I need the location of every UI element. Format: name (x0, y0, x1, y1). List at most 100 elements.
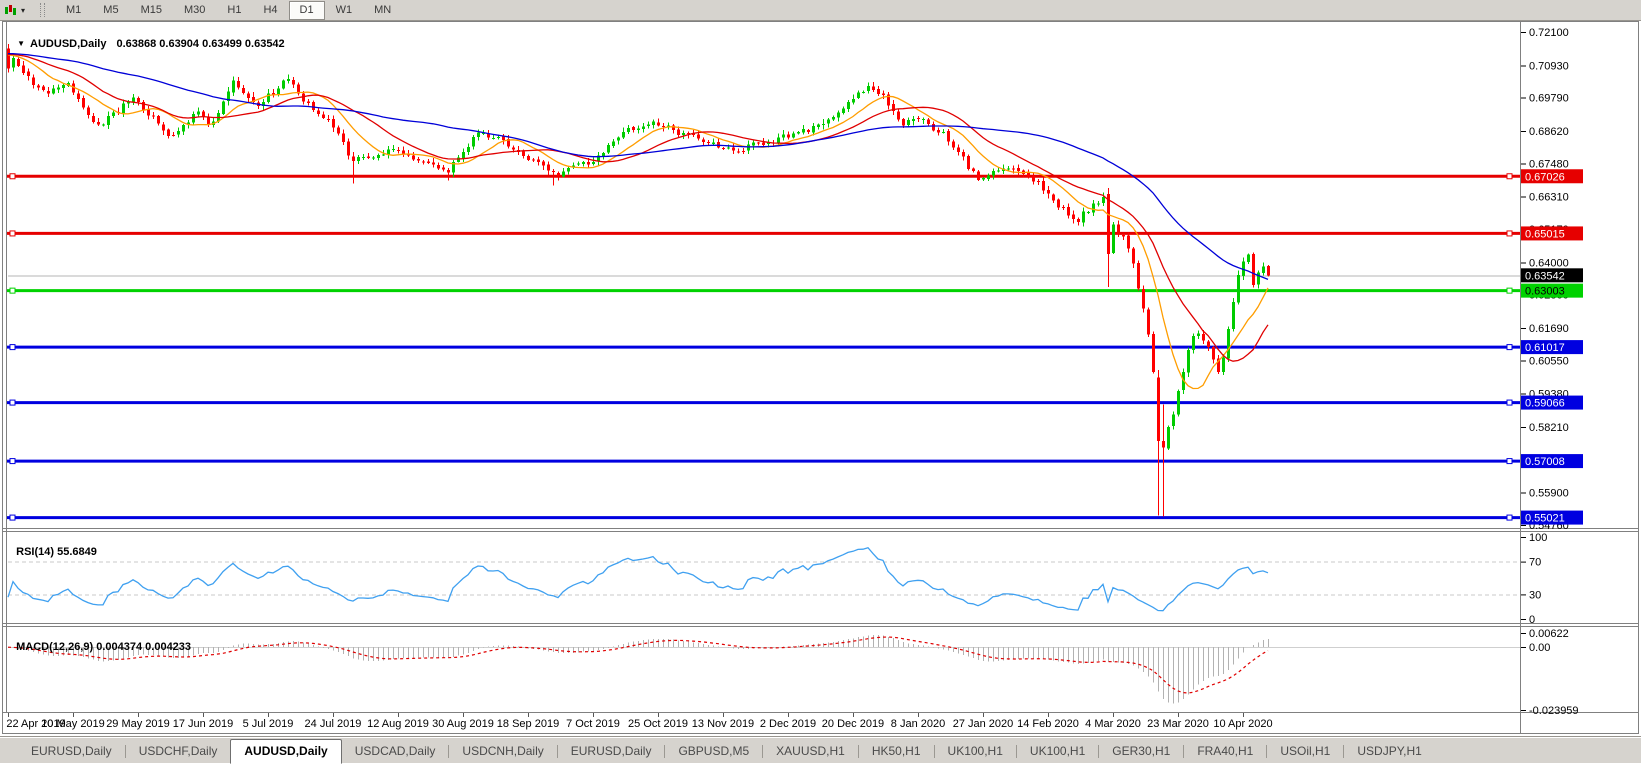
date-tick-label: 5 Jul 2019 (243, 718, 294, 730)
macd-tick-label: -0.023959 (1529, 705, 1579, 717)
chart-tab-audusd-daily[interactable]: AUDUSD,Daily (230, 739, 342, 764)
level-price-label: 0.67026 (1525, 171, 1565, 183)
chart-dropdown-icon: ▼ (17, 39, 26, 48)
rsi-tick-label: 30 (1529, 589, 1541, 601)
date-tick-label: 14 Feb 2020 (1017, 718, 1079, 730)
date-tick-label: 27 Jan 2020 (953, 718, 1014, 730)
level-price-box (1521, 226, 1583, 241)
price-tick-label: 0.60550 (1529, 355, 1569, 367)
chart-tab-xauusd-h1[interactable]: XAUUSD,H1 (776, 744, 845, 758)
level-line-handle (9, 514, 16, 521)
timeframe-button-m30[interactable]: M30 (183, 3, 206, 16)
chart-tab-hk50-h1[interactable]: HK50,H1 (871, 744, 921, 758)
date-tick-label: 23 Mar 2020 (1147, 718, 1209, 730)
macd-tick-label: 0.00622 (1529, 628, 1569, 640)
level-price-box (1521, 283, 1583, 298)
chart-tab-usdchf-daily[interactable]: USDCHF,Daily (138, 744, 218, 758)
chart-tab-uk100-h1[interactable]: UK100,H1 (947, 744, 1003, 758)
pane-borders (3, 22, 1638, 733)
date-tick-label: 2 Dec 2019 (760, 718, 816, 730)
timeframe-button-group: M1 M5 M15 M30 H1 H4 D1 W1 MN (55, 0, 402, 20)
candlestick-chart-icon (5, 4, 16, 15)
timeframe-button-mn[interactable]: MN (374, 3, 392, 16)
rsi-indicator-label: RSI(14) 55.6849 (10, 534, 97, 558)
tab-divider (762, 745, 764, 758)
price-tick-label: 0.55900 (1529, 488, 1569, 500)
rsi-tick-label: 70 (1529, 557, 1541, 569)
date-tick-label: 30 Aug 2019 (432, 718, 494, 730)
chart-tab-eurusd-daily[interactable]: EURUSD,Daily (570, 744, 652, 758)
price-axis: 0.72100 0.70930 0.69790 0.68620 0.67480 0.663… (1521, 27, 1583, 532)
tab-divider (1098, 745, 1100, 758)
timeframe-button-m5[interactable]: M5 (103, 3, 119, 16)
chart-title-bar[interactable]: ▼ AUDUSD,Daily 0.63868 0.63904 0.63499 0.6… (11, 26, 285, 50)
level-price-label: 0.59066 (1525, 398, 1565, 410)
price-tick-label: 0.67480 (1529, 158, 1569, 170)
ma-10-line (7, 54, 1269, 390)
chart-tab-uk100-h1[interactable]: UK100,H1 (1029, 744, 1086, 758)
date-tick-label: 8 Jan 2020 (891, 718, 945, 730)
chart-tab-usoil-h1[interactable]: USOil,H1 (1280, 744, 1331, 758)
rsi-tick-label: 0 (1529, 614, 1535, 626)
tab-divider (857, 745, 859, 758)
date-tick-label: 7 Oct 2019 (566, 718, 620, 730)
rsi-value: 55.6849 (57, 546, 97, 558)
tab-divider (1015, 745, 1017, 758)
date-tick-label: 4 Mar 2020 (1085, 718, 1141, 730)
timeframe-button-h4[interactable]: H4 (263, 3, 278, 16)
level-price-label: 0.55021 (1525, 513, 1565, 525)
rsi-axis: 100 70 30 0 (1521, 532, 1547, 626)
symbol-period-label: AUDUSD,Daily (30, 38, 107, 50)
ma-50-line (7, 52, 1269, 281)
timeframe-button-d1[interactable]: D1 (288, 0, 325, 20)
date-tick-label: 10 May 2019 (41, 718, 105, 730)
date-tick-label: 13 Nov 2019 (692, 718, 754, 730)
toolbar-grip[interactable] (40, 3, 46, 17)
macd-axis: 0.00622 0.00 -0.023959 (1521, 628, 1579, 717)
chart-tab-bar: EURUSD,Daily USDCHF,Daily AUDUSD,Daily USDC… (0, 737, 1641, 764)
rsi-tick-label: 100 (1529, 532, 1547, 544)
level-line-handle (1506, 399, 1513, 406)
chart-tab-usdjpy-h1[interactable]: USDJPY,H1 (1357, 744, 1422, 758)
chart-tab-gbpusd-m5[interactable]: GBPUSD,M5 (678, 744, 750, 758)
price-tick-label: 0.64000 (1529, 257, 1569, 269)
ohlc-values: 0.63868 0.63904 0.63499 0.63542 (116, 38, 285, 50)
rsi-name: RSI(14) (16, 546, 55, 558)
date-tick-label: 22 Apr 2019 (6, 718, 65, 730)
tab-divider (1183, 745, 1185, 758)
level-line-handle (1506, 458, 1513, 465)
level-line-handle (1506, 173, 1513, 180)
macd-tick-label: 0.00 (1529, 642, 1550, 654)
tab-divider (124, 745, 126, 758)
timeframe-button-m15[interactable]: M15 (140, 3, 162, 16)
level-line-handle (9, 230, 16, 237)
chart-tab-eurusd-daily[interactable]: EURUSD,Daily (31, 744, 112, 758)
timeframe-button-w1[interactable]: W1 (335, 3, 353, 16)
timeframe-button-m1[interactable]: M1 (66, 3, 82, 16)
date-tick-label: 18 Sep 2019 (497, 718, 559, 730)
price-tick-label: 0.69790 (1529, 93, 1569, 105)
level-price-label: 0.63003 (1525, 286, 1565, 298)
level-price-box (1521, 395, 1583, 410)
tab-divider (556, 745, 558, 758)
level-price-box (1521, 510, 1583, 525)
chart-tab-fra40-h1[interactable]: FRA40,H1 (1197, 744, 1254, 758)
macd-name: MACD(12,26,9) (16, 641, 94, 653)
chart-tab-ger30-h1[interactable]: GER30,H1 (1112, 744, 1171, 758)
level-line-handle (9, 173, 16, 180)
toolbar: ▾ M1 M5 M15 M30 H1 H4 D1 W1 MN (0, 0, 1641, 21)
date-tick-label: 12 Aug 2019 (367, 718, 429, 730)
tab-divider (933, 745, 935, 758)
chart-type-button[interactable]: ▾ (4, 2, 30, 18)
level-price-box (1521, 340, 1583, 355)
price-tick-label: 0.70930 (1529, 60, 1569, 72)
level-price-label: 0.61017 (1525, 342, 1565, 354)
chart-tab-usdcnh-daily[interactable]: USDCNH,Daily (462, 744, 544, 758)
chart-tab-usdcad-daily[interactable]: USDCAD,Daily (354, 744, 436, 758)
level-line-handle (1506, 344, 1513, 351)
timeframe-button-h1[interactable]: H1 (227, 3, 242, 16)
price-tick-label: 0.66310 (1529, 192, 1569, 204)
price-tick-label: 0.68620 (1529, 126, 1569, 138)
level-price-label: 0.65015 (1525, 228, 1565, 240)
